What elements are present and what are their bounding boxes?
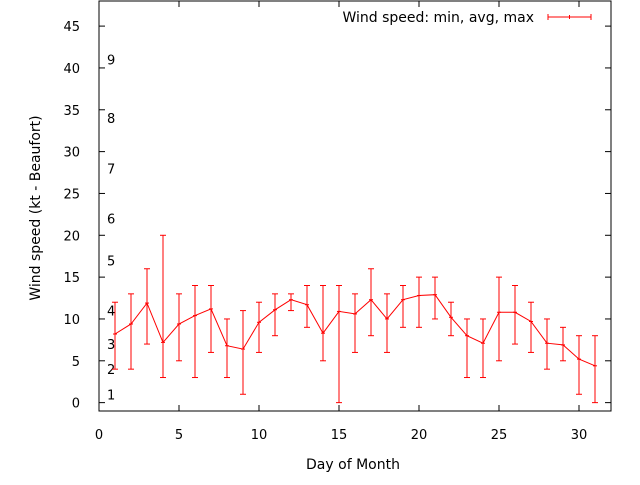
beaufort-label: 3: [107, 338, 115, 353]
error-bar: [272, 293, 278, 337]
x-tick-label: 0: [95, 428, 103, 443]
error-bar: [464, 318, 470, 379]
legend: Wind speed: min, avg, max: [342, 10, 592, 26]
error-bar: [256, 301, 262, 353]
error-bar: [576, 335, 582, 395]
y-tick-label: 5: [72, 355, 80, 370]
beaufort-label: 1: [107, 388, 115, 403]
y-tick-label: 15: [63, 271, 80, 286]
error-bar: [144, 268, 150, 345]
error-bar: [208, 284, 214, 353]
error-bar: [496, 276, 502, 362]
error-bar: [400, 284, 406, 328]
error-bar: [224, 318, 230, 379]
error-bar: [384, 293, 390, 353]
legend-label: Wind speed: min, avg, max: [342, 10, 534, 26]
series-layer: [112, 234, 598, 404]
x-tick-label: 25: [491, 428, 508, 443]
x-axis-title: Day of Month: [306, 457, 400, 473]
beaufort-label: 2: [107, 363, 115, 378]
error-bar: [288, 293, 294, 312]
y-tick-label: 0: [72, 397, 80, 412]
plot-frame: [98, 0, 612, 412]
error-bar: [128, 293, 134, 370]
x-tick-label: 15: [331, 428, 348, 443]
y-tick-label: 40: [63, 62, 80, 77]
error-bar: [512, 284, 518, 345]
y-tick-label: 10: [63, 313, 80, 328]
error-bar: [592, 335, 598, 404]
error-bar: [416, 276, 422, 328]
beaufort-label: 7: [107, 162, 115, 177]
error-bar: [176, 293, 182, 362]
beaufort-label: 5: [107, 254, 115, 269]
x-tick-label: 10: [251, 428, 268, 443]
y-tick-label: 25: [63, 187, 80, 202]
x-tick-label: 20: [411, 428, 428, 443]
beaufort-label: 9: [107, 54, 115, 69]
error-bar: [352, 293, 358, 353]
error-bar: [192, 284, 198, 379]
y-axis-title: Wind speed (kt - Beaufort): [28, 115, 44, 300]
x-tick-label: 5: [175, 428, 183, 443]
error-bar: [528, 301, 534, 353]
error-bar: [336, 284, 342, 404]
beaufort-label: 8: [107, 112, 115, 127]
x-axis: 0 5 10 15 20 25 30: [95, 1, 587, 443]
error-bar: [160, 234, 166, 379]
beaufort-label: 6: [107, 213, 115, 228]
error-bar: [368, 268, 374, 337]
error-bar: [480, 318, 486, 379]
error-bar: [320, 284, 326, 362]
error-bar: [432, 276, 438, 320]
y-tick-label: 45: [63, 20, 80, 35]
y-tick-label: 20: [63, 229, 80, 244]
beaufort-label: 4: [107, 305, 115, 320]
y-tick-label: 35: [63, 104, 80, 119]
y-tick-label: 30: [63, 146, 80, 161]
x-tick-label: 30: [571, 428, 588, 443]
beaufort-scale: 1 2 3 4 5 6 7 8 9: [107, 54, 115, 404]
error-bar: [240, 310, 246, 395]
